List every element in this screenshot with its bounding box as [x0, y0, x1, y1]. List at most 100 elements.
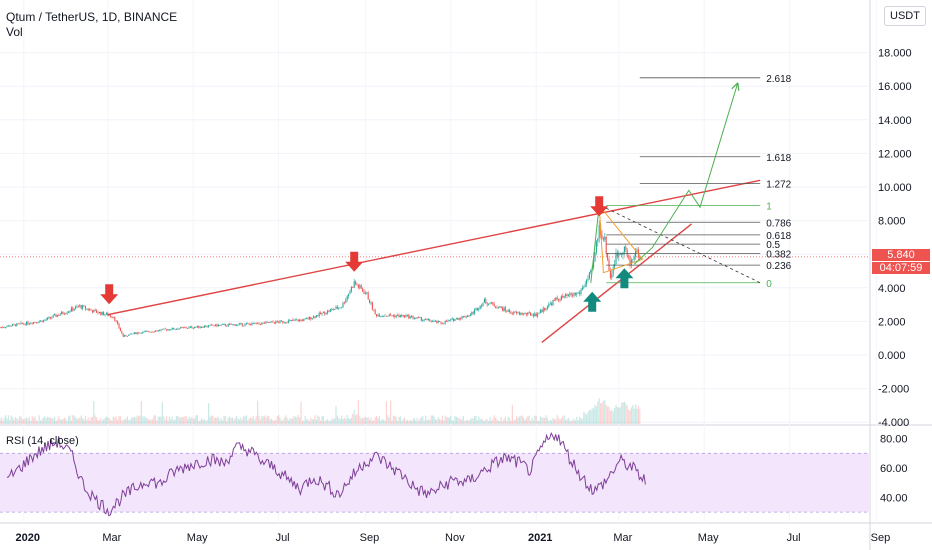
volume-bar: [460, 419, 462, 424]
candle-body: [611, 273, 613, 278]
volume-bar: [350, 417, 352, 424]
time-tick-label: 2021: [528, 532, 552, 544]
candle-body: [282, 320, 284, 323]
volume-bar: [182, 417, 184, 424]
candle-body: [238, 323, 240, 325]
candle-body: [537, 313, 539, 317]
currency-button[interactable]: USDT: [884, 6, 926, 26]
volume-bar: [468, 420, 470, 424]
volume-bar: [455, 416, 457, 424]
volume-bar: [202, 419, 204, 424]
candle-body: [160, 329, 162, 331]
candle-body: [455, 318, 457, 320]
candle-body: [271, 321, 273, 323]
candle-body: [482, 302, 484, 307]
volume-bar: [563, 415, 565, 424]
candle-body: [248, 323, 250, 325]
candle-body: [104, 314, 106, 316]
volume-bar: [292, 418, 294, 424]
candle-body: [331, 309, 333, 310]
candle-body: [327, 310, 329, 314]
candle-body: [489, 303, 491, 305]
candle-body: [201, 327, 203, 328]
volume-bar: [618, 407, 620, 424]
volume-bar: [313, 418, 315, 424]
volume-bar: [378, 416, 380, 424]
volume-bar: [509, 418, 511, 424]
candle-body: [362, 288, 364, 292]
candle-body: [388, 314, 390, 316]
volume-bar: [614, 408, 616, 424]
volume-bar: [70, 420, 72, 424]
candle-body: [541, 309, 543, 312]
volume-bar: [390, 400, 392, 424]
candle-body: [219, 325, 221, 326]
volume-bar: [259, 419, 261, 424]
candle-body: [206, 326, 208, 328]
candle-body: [125, 335, 127, 337]
volume-bar: [75, 417, 77, 424]
volume-bar: [405, 420, 407, 424]
candle-body: [191, 326, 193, 329]
candle-body: [443, 323, 445, 325]
volume-bar: [433, 416, 435, 424]
candle-body: [210, 324, 212, 326]
volume-bar: [73, 415, 75, 424]
volume-bar: [51, 417, 53, 424]
price-axis[interactable]: -4.000-2.0000.0002.0004.0006.0008.00010.…: [878, 48, 912, 505]
volume-bar: [150, 419, 152, 424]
candle-body: [595, 241, 597, 253]
volume-bar: [590, 410, 592, 424]
volume-bar: [65, 418, 67, 424]
candle-body: [252, 322, 254, 324]
volume-bar: [250, 417, 252, 424]
candle-body: [192, 328, 194, 329]
volume-bar: [83, 419, 85, 424]
volume-bar: [481, 418, 483, 424]
volume-bar: [371, 420, 373, 424]
time-axis[interactable]: 2020 Mar May Jul Sep Nov 2021 Mar May Jul Sep: [16, 532, 891, 544]
volume-bar: [527, 416, 529, 424]
volume-bar: [322, 416, 324, 424]
volume-bar: [462, 415, 464, 424]
candle-body: [614, 263, 616, 268]
volume-bar: [506, 420, 508, 424]
volume-bar: [252, 416, 254, 424]
candle-body: [429, 319, 431, 322]
candle-body: [593, 261, 595, 268]
volume-bar: [542, 417, 544, 424]
time-tick-label: May: [698, 532, 719, 544]
volume-bar: [412, 418, 414, 424]
candle-body: [171, 327, 173, 330]
volume-bar: [142, 416, 144, 424]
volume-bar: [13, 419, 15, 424]
volume-bar: [602, 401, 604, 424]
candle-body: [45, 319, 47, 321]
volume-bar: [280, 420, 282, 424]
volume-bar: [38, 415, 40, 424]
volume-bar: [392, 415, 394, 424]
candle-body: [390, 314, 392, 316]
candle-body: [51, 317, 53, 319]
volume-bar: [586, 414, 588, 424]
volume-bar: [79, 417, 81, 424]
candle-body: [26, 321, 28, 325]
candle-body: [555, 297, 557, 301]
volume-bar: [287, 420, 289, 424]
time-tick-label: 2020: [16, 532, 40, 544]
candle-body: [185, 327, 187, 329]
volume-bar: [464, 420, 466, 424]
volume-bar: [475, 416, 477, 424]
volume-bar: [357, 399, 359, 424]
volume-bar: [124, 419, 126, 424]
candle-body: [469, 314, 471, 317]
volume-bar: [199, 420, 201, 424]
volume-bar: [244, 416, 246, 424]
volume-bar: [569, 420, 571, 424]
volume-bar: [230, 418, 232, 424]
candle-body: [426, 318, 428, 320]
candle-body: [2, 327, 4, 328]
resistance-trendline: [107, 179, 761, 316]
candle-body: [416, 317, 418, 319]
